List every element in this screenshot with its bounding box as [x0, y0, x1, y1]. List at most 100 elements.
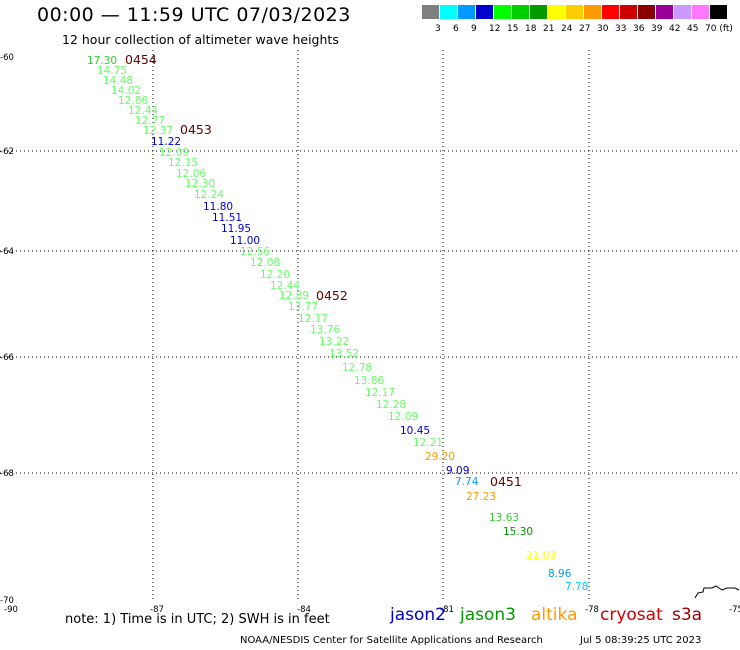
- legend-label: 6: [453, 24, 459, 34]
- legend-label: 21: [543, 24, 555, 34]
- pass-labels: 0454 0453 0452 0451: [125, 52, 522, 489]
- legend-label: 36: [633, 24, 645, 34]
- wave-height-label: 12.28: [376, 399, 406, 411]
- pass-time-label: 0453: [180, 122, 212, 137]
- legend-swatch: [422, 5, 439, 19]
- graticule: [0, 50, 740, 600]
- page-subtitle: 12 hour collection of altimeter wave hei…: [62, 32, 339, 47]
- legend-label: 33: [615, 24, 627, 34]
- wave-height-label: 14.75: [97, 65, 127, 77]
- wave-height-label: 12.21: [413, 437, 443, 449]
- wave-height-label: 7.74: [455, 476, 479, 488]
- lat-tick-label: -60: [0, 53, 14, 63]
- coastline: [694, 585, 740, 599]
- legend-swatch: [710, 5, 727, 19]
- legend-swatch: [656, 5, 673, 19]
- legend-label: 12: [489, 24, 501, 34]
- legend-label: 3: [435, 24, 441, 34]
- legend-swatch: [476, 5, 493, 19]
- legend-swatch: [692, 5, 709, 19]
- generation-timestamp: Jul 5 08:39:25 UTC 2023: [580, 635, 702, 646]
- wave-height-label: 12.89: [279, 290, 309, 302]
- wave-height-label: 12.09: [159, 147, 189, 159]
- wave-height-label: 10.45: [400, 425, 430, 437]
- wave-height-label: 13.76: [310, 324, 340, 336]
- legend-label: 45: [687, 24, 699, 34]
- wave-height-label: 11.22: [151, 136, 181, 148]
- lon-tick-label: -81: [440, 605, 454, 615]
- legend-swatch: [440, 5, 457, 19]
- lon-tick-label: -90: [4, 605, 18, 615]
- legend-swatch: [530, 5, 547, 19]
- wave-height-label: 11.95: [221, 223, 251, 235]
- wave-height-label: 9.09: [446, 465, 469, 477]
- wave-height-label: 12.06: [176, 168, 206, 180]
- legend-swatch: [584, 5, 601, 19]
- wave-height-label: 8.96: [548, 568, 572, 580]
- wave-height-label: 12.77: [135, 115, 165, 127]
- legend-swatch: [638, 5, 655, 19]
- satellite-key-altika: altika: [531, 605, 578, 625]
- legend-label: 70 (ft): [705, 24, 733, 34]
- footer-note: note: 1) Time is in UTC; 2) SWH is in fe…: [65, 612, 330, 627]
- wave-height-label: 12.09: [388, 411, 418, 423]
- legend-label: 15: [507, 24, 519, 34]
- wave-height-points: 17.3014.7514.4814.0212.8612.4412.7712.37…: [87, 55, 588, 593]
- legend-label: 42: [669, 24, 681, 34]
- legend-swatch: [548, 5, 565, 19]
- satellite-key-jason2: jason2: [390, 605, 446, 625]
- wave-height-label: 12.15: [168, 157, 198, 169]
- wave-height-label: 21.03: [526, 550, 556, 562]
- wave-height-label: 13.63: [489, 512, 519, 524]
- wave-height-label: 17.30: [87, 55, 117, 67]
- wave-height-label: 12.17: [365, 387, 395, 399]
- legend-label: 27: [579, 24, 591, 34]
- wave-height-label: 12.17: [298, 313, 328, 325]
- credit-line: NOAA/NESDIS Center for Satellite Applica…: [240, 635, 543, 646]
- wave-height-label: 14.02: [111, 85, 141, 97]
- wave-height-label: 15.30: [503, 526, 533, 538]
- legend-label: 9: [471, 24, 477, 34]
- legend-swatch: [620, 5, 637, 19]
- wave-height-label: 12.08: [250, 257, 280, 269]
- lon-tick-label: -78: [585, 605, 599, 615]
- wave-height-label: 12.56: [240, 246, 270, 258]
- wave-height-label: 12.20: [260, 269, 290, 281]
- satellite-key-jason3: jason3: [460, 605, 516, 625]
- satellite-key-s3a: s3a: [672, 605, 703, 625]
- wave-height-label: 7.78: [565, 581, 588, 593]
- pass-time-label: 0454: [125, 52, 157, 67]
- wave-height-label: 12.86: [118, 95, 148, 107]
- wave-height-label: 12.78: [342, 362, 372, 374]
- satellite-key-cryosat: cryosat: [600, 605, 663, 625]
- wave-height-label: 11.80: [203, 201, 233, 213]
- pass-time-label: 0452: [316, 288, 348, 303]
- wave-height-label: 12.30: [185, 178, 215, 190]
- wave-height-label: 11.51: [212, 212, 242, 224]
- wave-height-label: 12.37: [143, 125, 173, 137]
- legend-label: 39: [651, 24, 663, 34]
- legend-label: 30: [597, 24, 609, 34]
- wave-height-label: 12.44: [128, 105, 158, 117]
- wave-height-label: 11.00: [230, 235, 260, 247]
- legend-swatch: [674, 5, 691, 19]
- legend-swatch: [602, 5, 619, 19]
- legend-swatch: [512, 5, 529, 19]
- wave-height-label: 29.20: [425, 451, 455, 463]
- legend-swatch: [566, 5, 583, 19]
- lon-tick-label: -75: [729, 605, 740, 615]
- wave-height-label: 13.86: [354, 375, 384, 387]
- axis-ticks: -90 -87 -84 -81 -78 -75 -60 -62 -64 -66 -68 -70: [0, 53, 740, 615]
- legend-swatch: [458, 5, 475, 19]
- lon-tick-label: -87: [150, 605, 164, 615]
- lat-tick-label: -62: [0, 147, 14, 157]
- pass-time-label: 0451: [490, 474, 522, 489]
- wave-height-label: 14.48: [103, 75, 133, 87]
- legend-label: 18: [525, 24, 537, 34]
- wave-height-label: 13.22: [319, 336, 349, 348]
- wave-height-label: 27.23: [466, 491, 496, 503]
- wave-height-label: 13.52: [329, 348, 359, 360]
- wave-height-label: 13.77: [288, 301, 318, 313]
- lat-tick-label: -68: [0, 469, 14, 479]
